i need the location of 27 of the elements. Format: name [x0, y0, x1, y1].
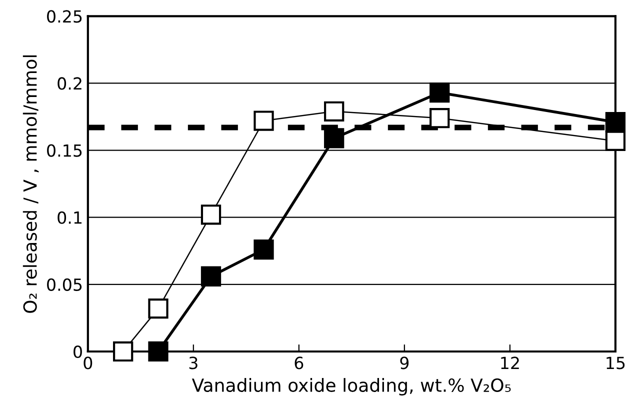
point	[200, 204, 222, 225]
point	[254, 239, 274, 260]
point	[430, 108, 450, 128]
point	[430, 82, 450, 103]
x-tick-label: 15	[606, 356, 625, 370]
x-tick-label: 3	[189, 356, 198, 370]
point	[605, 130, 626, 151]
x-tick-label: 9	[400, 356, 409, 370]
y-axis-title: O₂ released / V , mmol/mmol	[22, 55, 39, 313]
y-tick-label: 0.25	[47, 10, 82, 23]
point	[254, 110, 274, 131]
point	[113, 341, 134, 362]
point	[605, 112, 626, 132]
x-axis-title: Vanadium oxide loading, wt.% V₂O₅	[192, 378, 511, 396]
y-tick-label: 0.2	[58, 77, 82, 90]
x-tick-label: 6	[294, 356, 304, 370]
point	[324, 101, 344, 122]
y-tick-label: 0.05	[47, 278, 82, 291]
point	[324, 128, 344, 148]
point	[200, 266, 222, 286]
y-tick-label: 0	[74, 345, 82, 358]
point	[148, 341, 168, 362]
y-tick-label: 0.1	[58, 211, 82, 224]
x-tick-label: 0	[84, 356, 92, 370]
y-tick-label: 0.15	[47, 144, 82, 157]
x-tick-label: 12	[501, 356, 519, 370]
point	[148, 298, 168, 319]
